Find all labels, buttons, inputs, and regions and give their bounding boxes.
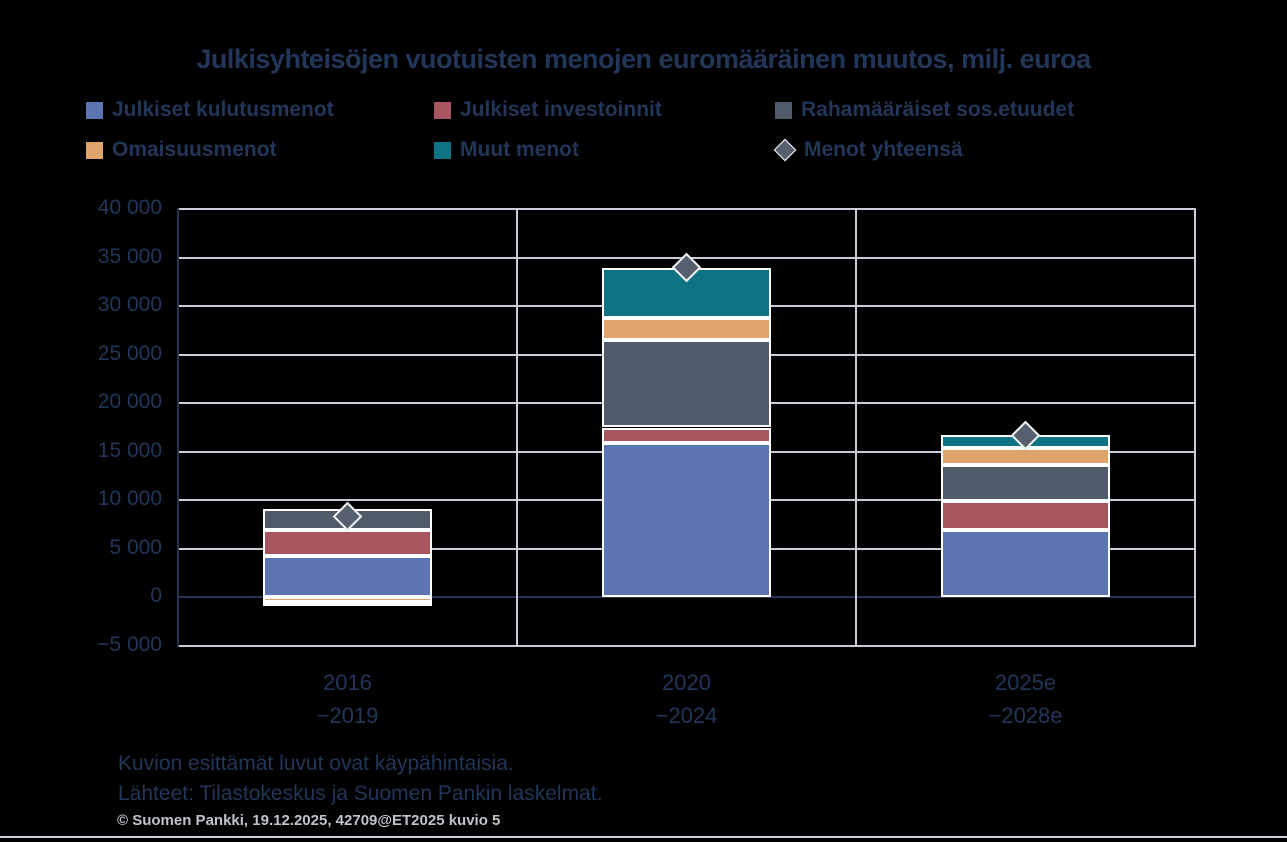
bar-segment (263, 597, 432, 603)
bar-segment (263, 602, 432, 607)
bar-segment (263, 555, 432, 598)
legend-label: Menot yhteensä (804, 138, 963, 161)
gridline (178, 208, 1195, 210)
legend-swatch-icon (434, 101, 451, 119)
zero-line (178, 596, 1195, 599)
y-axis-label: 25 000 (97, 341, 162, 365)
y-axis-label: 30 000 (97, 293, 162, 317)
legend-item: Julkiset kulutusmenot (86, 97, 334, 123)
note-sources: Lähteet: Tilastokeskus ja Suomen Pankin … (118, 782, 603, 805)
y-axis-label: 15 000 (97, 438, 162, 462)
chart-title: Julkisyhteisöjen vuotuisten menojen euro… (196, 44, 1091, 74)
panel-separator (855, 208, 857, 647)
y-axis-line (177, 208, 179, 647)
legend-item: Julkiset investoinnit (434, 97, 662, 123)
legend-item: Muut menot (434, 137, 579, 163)
bar-segment (941, 530, 1110, 598)
legend-label: Omaisuusmenot (112, 138, 277, 161)
y-axis-label: 35 000 (97, 244, 162, 268)
y-axis-label: −5 000 (97, 633, 162, 656)
bar-segment (602, 443, 771, 598)
legend-swatch-icon (86, 141, 103, 159)
legend-swatch-icon (434, 141, 451, 159)
legend-diamond-icon (773, 138, 797, 162)
bar-segment (941, 448, 1110, 466)
legend-item: Rahamääräiset sos.etuudet (775, 97, 1074, 123)
legend-label: Muut menot (460, 138, 579, 161)
note-prices: Kuvion esittämät luvut ovat käypähintais… (118, 752, 514, 775)
bottom-rule (0, 836, 1287, 838)
copyright-line: © Suomen Pankki, 19.12.2025, 42709@ET202… (117, 812, 501, 829)
bar-segment (941, 465, 1110, 502)
legend-label: Julkiset investoinnit (460, 98, 662, 121)
y-axis-label: 5 000 (109, 535, 162, 559)
legend-label: Rahamääräiset sos.etuudet (801, 98, 1075, 121)
bar-segment (602, 427, 771, 444)
x-axis-label: 2025e −2028e (988, 670, 1063, 728)
legend-item: Omaisuusmenot (86, 137, 277, 163)
x-axis-label: 2020 −2024 (655, 670, 718, 728)
gridline (178, 645, 1195, 647)
plot-right-border (1194, 208, 1196, 647)
legend-swatch-icon (775, 101, 792, 119)
legend-item: Menot yhteensä (773, 137, 963, 163)
panel-separator (516, 208, 518, 647)
bar-segment (941, 501, 1110, 531)
bar-segment (263, 530, 432, 556)
bar-segment (602, 318, 771, 341)
y-axis-label: 0 (150, 584, 162, 608)
legend-swatch-icon (86, 101, 103, 119)
x-axis-label: 2016 −2019 (316, 670, 379, 728)
legend-label: Julkiset kulutusmenot (112, 98, 334, 121)
y-axis-label: 40 000 (97, 196, 162, 219)
bar-segment (602, 340, 771, 428)
y-axis-label: 20 000 (97, 390, 162, 414)
y-axis-label: 10 000 (97, 487, 162, 511)
